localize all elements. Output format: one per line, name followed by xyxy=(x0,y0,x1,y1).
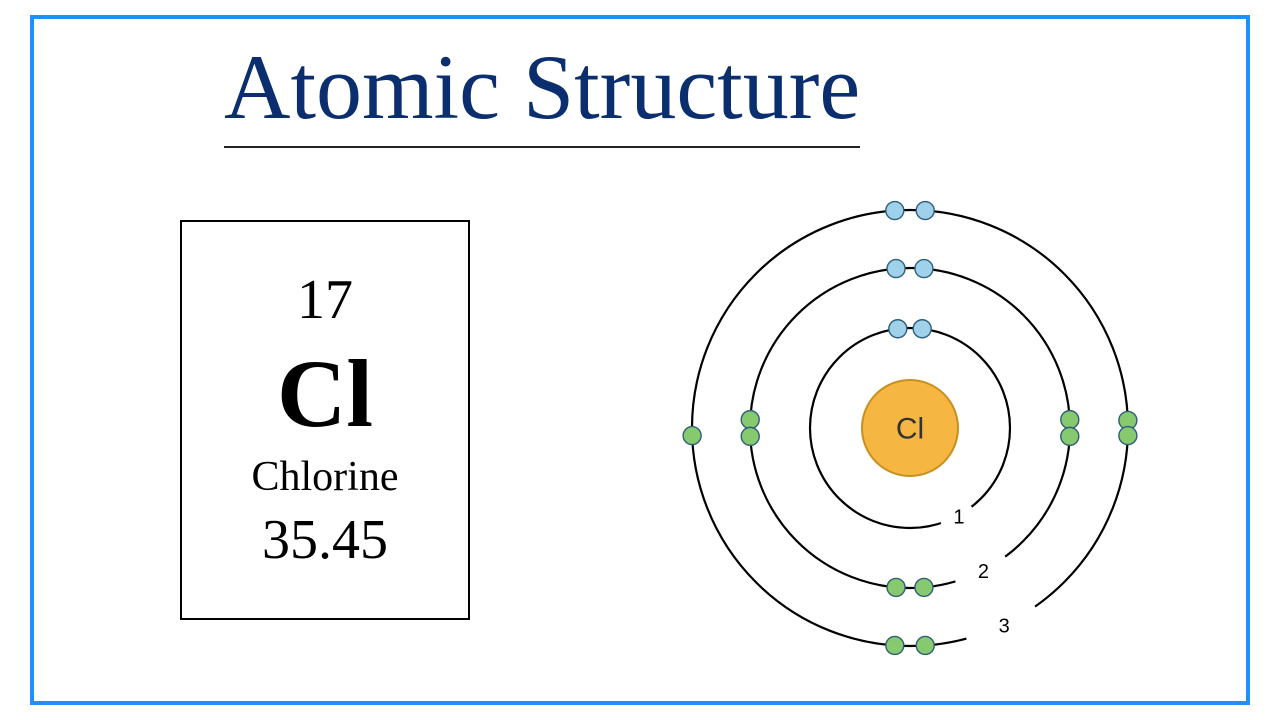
element-card: 17 Cl Chlorine 35.45 xyxy=(180,220,470,620)
electron xyxy=(916,202,934,220)
electron xyxy=(913,320,931,338)
electron xyxy=(916,636,934,654)
bohr-model: 1 2 3 Cl xyxy=(660,178,1160,678)
electron xyxy=(1061,427,1079,445)
electron xyxy=(741,427,759,445)
electron xyxy=(741,411,759,429)
atomic-number: 17 xyxy=(297,272,353,328)
electron xyxy=(683,427,701,445)
bohr-svg: 1 2 3 Cl xyxy=(660,178,1160,678)
atomic-mass: 35.45 xyxy=(262,512,388,568)
shell-label: 1 xyxy=(953,506,964,528)
page-title: Atomic Structure xyxy=(224,34,860,148)
electron xyxy=(915,578,933,596)
shell-label: 3 xyxy=(999,616,1010,638)
electron xyxy=(1119,427,1137,445)
element-name: Chlorine xyxy=(252,456,399,498)
electron xyxy=(889,320,907,338)
nucleus-label: Cl xyxy=(896,413,924,446)
electron xyxy=(886,202,904,220)
electron xyxy=(886,636,904,654)
electron xyxy=(887,578,905,596)
page-title-text: Atomic Structure xyxy=(224,36,860,138)
shell-label: 2 xyxy=(978,561,989,583)
element-symbol: Cl xyxy=(277,346,373,442)
electron xyxy=(915,260,933,278)
electron xyxy=(1061,411,1079,429)
electron xyxy=(887,260,905,278)
